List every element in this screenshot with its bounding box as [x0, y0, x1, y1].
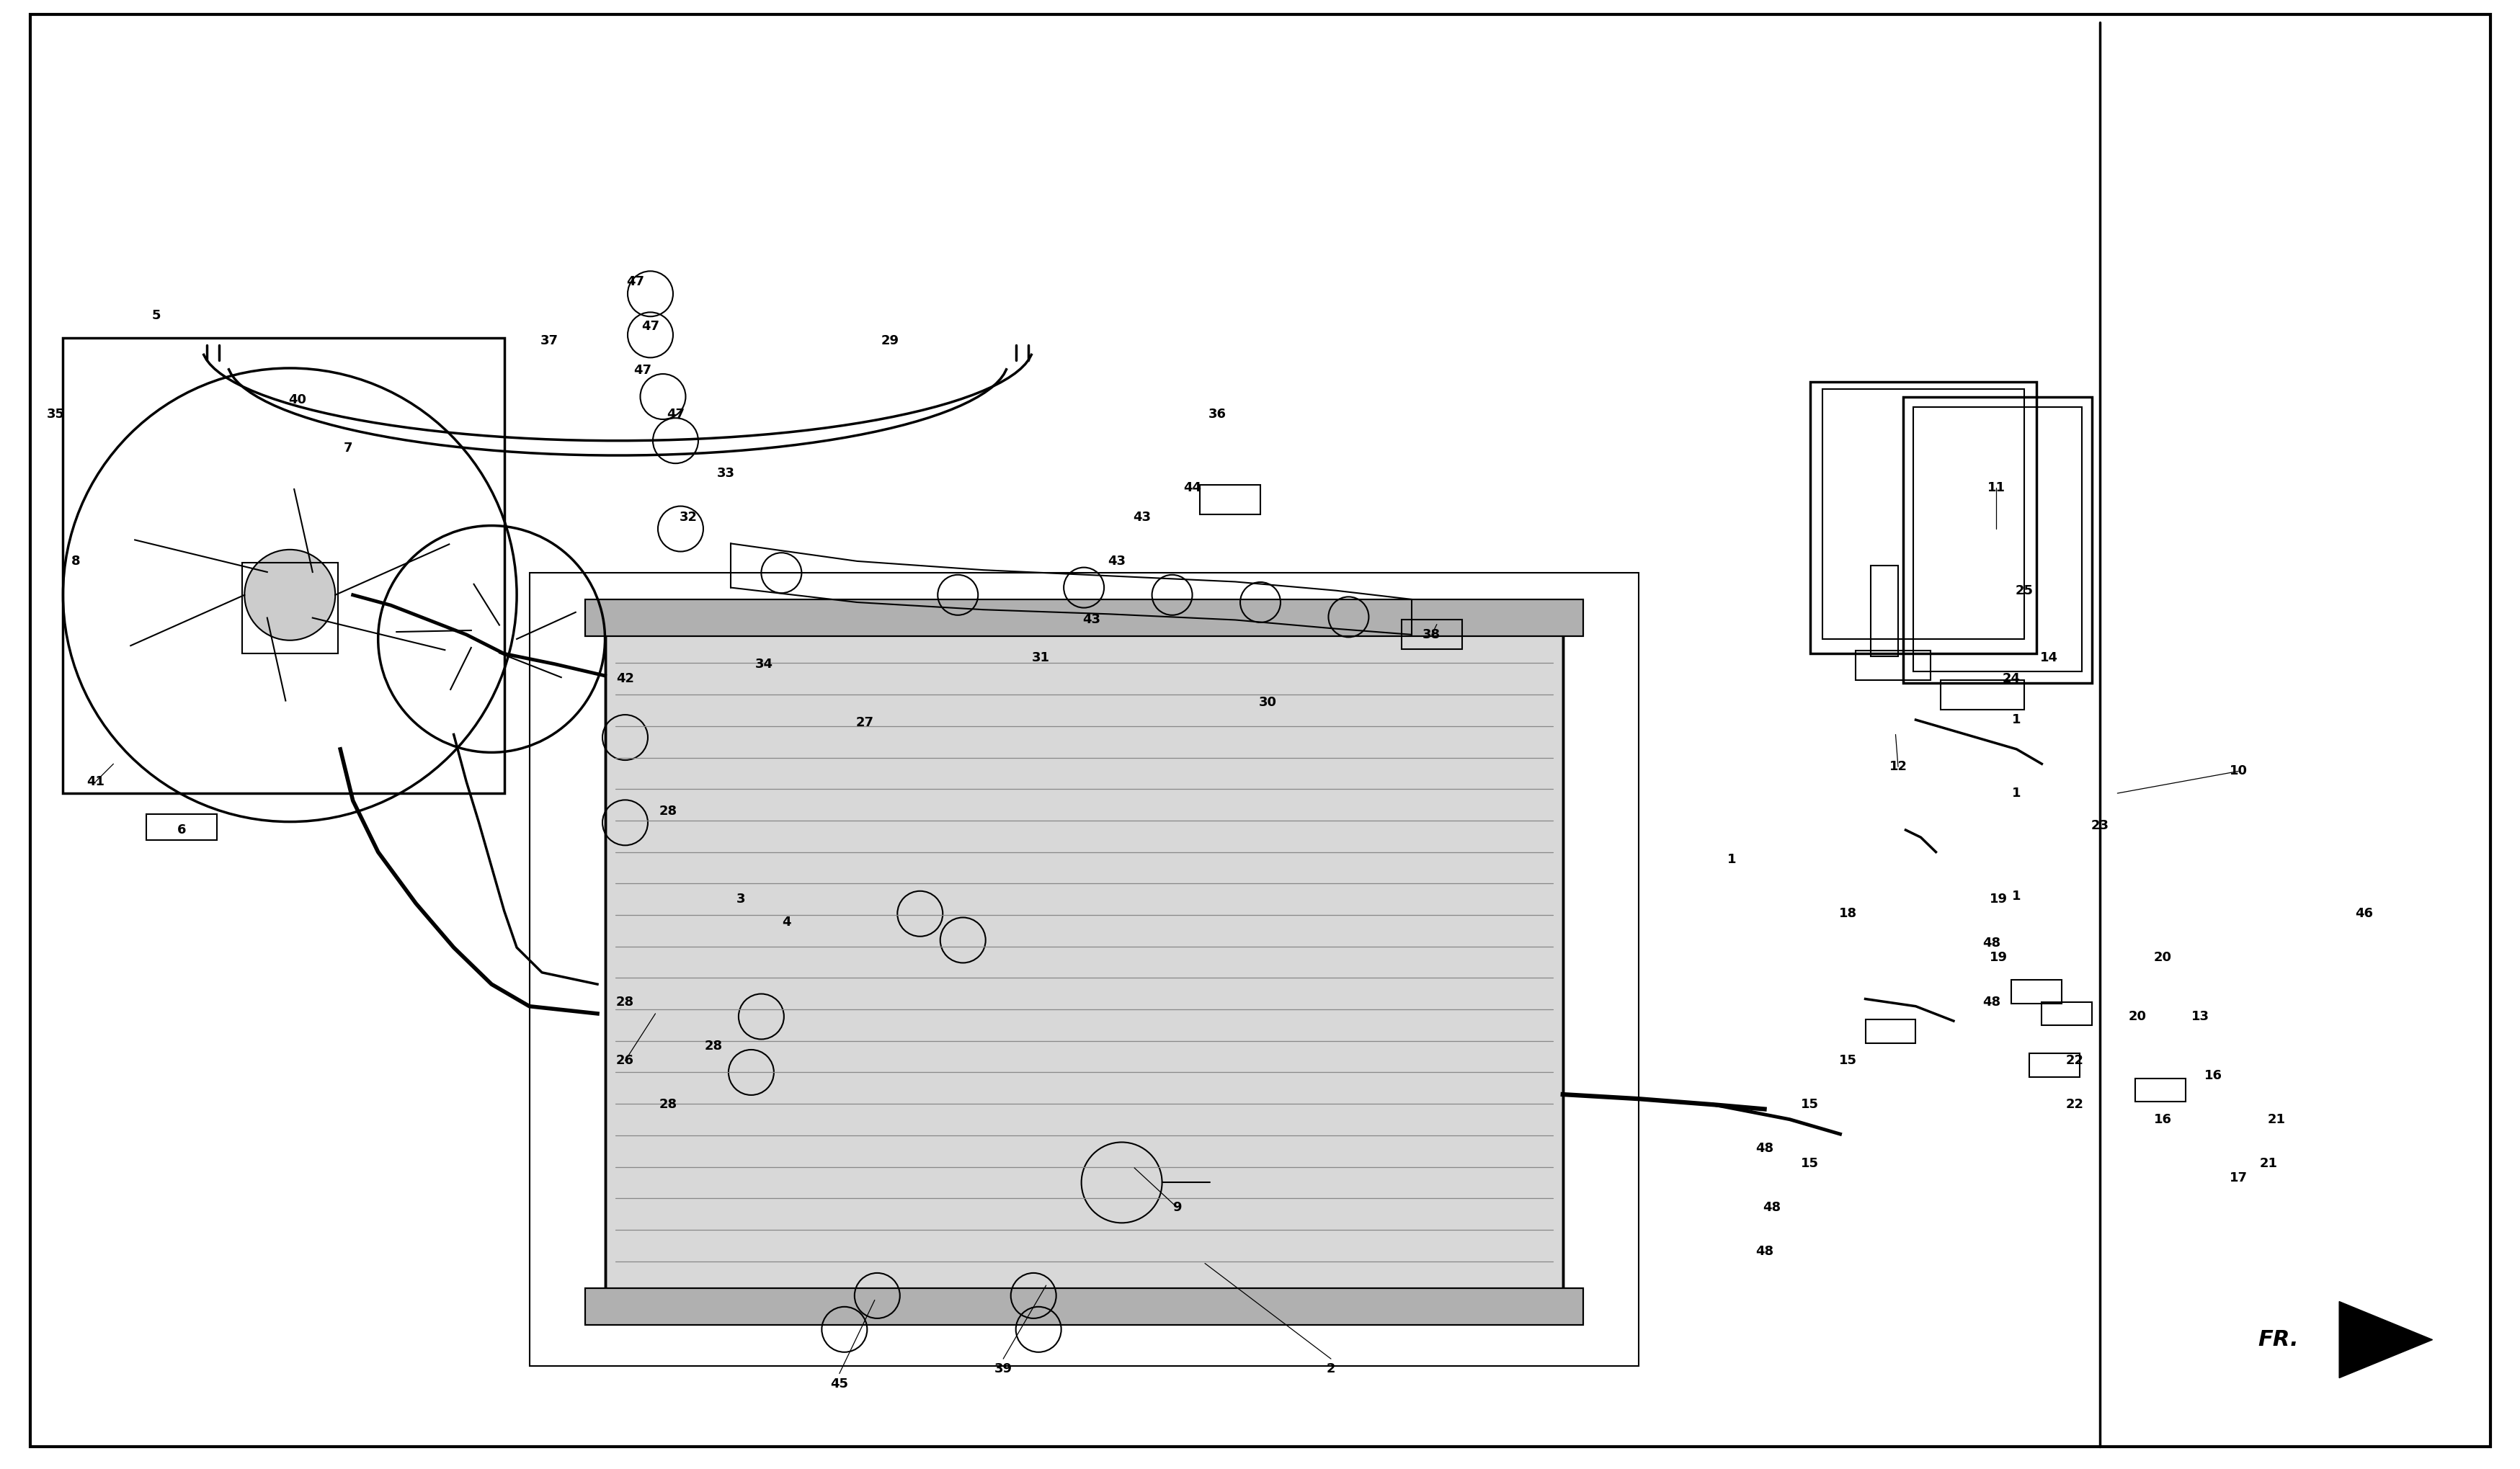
Text: 29: 29 — [879, 335, 900, 347]
Text: 18: 18 — [1837, 908, 1857, 920]
Text: 15: 15 — [1799, 1099, 1819, 1111]
Text: 1: 1 — [2011, 714, 2021, 726]
Text: 48: 48 — [1754, 1246, 1774, 1257]
Text: 24: 24 — [2001, 673, 2021, 685]
Text: 45: 45 — [829, 1378, 849, 1390]
Bar — [529, 573, 1638, 1366]
Bar — [585, 1288, 1583, 1325]
Text: 11: 11 — [1986, 482, 2006, 494]
Text: 17: 17 — [2228, 1172, 2248, 1184]
Bar — [1809, 382, 2036, 654]
Text: 28: 28 — [658, 805, 678, 817]
Text: 15: 15 — [1837, 1055, 1857, 1066]
Text: 34: 34 — [753, 658, 774, 670]
Text: 15: 15 — [1799, 1158, 1819, 1169]
Text: 43: 43 — [1106, 555, 1126, 567]
Text: 31: 31 — [1031, 652, 1051, 664]
Bar — [2134, 1078, 2185, 1102]
Bar — [1822, 389, 2024, 639]
Polygon shape — [2339, 1302, 2432, 1378]
Text: 23: 23 — [2089, 820, 2109, 831]
Bar — [1870, 566, 1898, 657]
Text: FR.: FR. — [2258, 1329, 2298, 1350]
Bar — [2041, 1002, 2092, 1025]
Text: 16: 16 — [2202, 1069, 2223, 1081]
Text: 1: 1 — [1726, 853, 1736, 865]
Text: 9: 9 — [1172, 1202, 1182, 1213]
Text: 10: 10 — [2228, 765, 2248, 777]
Text: 19: 19 — [1988, 952, 2008, 964]
Text: 21: 21 — [2265, 1114, 2286, 1125]
Text: 22: 22 — [2064, 1099, 2084, 1111]
Bar — [585, 599, 1583, 636]
Text: 1: 1 — [2011, 890, 2021, 902]
Text: 28: 28 — [615, 996, 635, 1008]
Text: 47: 47 — [640, 320, 660, 332]
Bar — [605, 632, 1562, 1293]
Text: 42: 42 — [615, 673, 635, 685]
Text: 22: 22 — [2064, 1055, 2084, 1066]
Text: 1: 1 — [2011, 787, 2021, 799]
Bar — [1903, 397, 2092, 683]
Bar — [242, 563, 338, 654]
Text: 3: 3 — [736, 893, 746, 905]
Text: 28: 28 — [658, 1099, 678, 1111]
Bar — [1865, 1019, 1915, 1043]
Bar — [2011, 980, 2061, 1003]
Bar — [585, 599, 1583, 636]
Bar — [1913, 407, 2082, 671]
Text: 32: 32 — [678, 511, 698, 523]
Text: 43: 43 — [1131, 511, 1152, 523]
Text: 35: 35 — [45, 408, 66, 420]
Bar — [1940, 680, 2024, 710]
Text: 47: 47 — [633, 364, 653, 376]
Text: 21: 21 — [2258, 1158, 2278, 1169]
Text: 48: 48 — [1981, 996, 2001, 1008]
Text: 44: 44 — [1182, 482, 1202, 494]
Text: 36: 36 — [1207, 408, 1227, 420]
Text: 46: 46 — [2354, 908, 2374, 920]
Text: 43: 43 — [1081, 614, 1101, 626]
Text: 47: 47 — [665, 408, 685, 420]
Bar — [1200, 485, 1260, 514]
Text: 14: 14 — [2039, 652, 2059, 664]
Text: 19: 19 — [1988, 893, 2008, 905]
Text: 5: 5 — [151, 310, 161, 322]
Text: 8: 8 — [71, 555, 81, 567]
Text: 13: 13 — [2190, 1011, 2210, 1022]
Text: 12: 12 — [1887, 761, 1908, 773]
Bar — [2029, 1053, 2079, 1077]
Text: 41: 41 — [86, 776, 106, 787]
Bar — [63, 338, 504, 793]
Text: 38: 38 — [1421, 629, 1441, 640]
Text: 4: 4 — [781, 917, 791, 928]
Text: 28: 28 — [703, 1040, 723, 1052]
Text: 6: 6 — [176, 824, 186, 836]
Bar — [585, 1288, 1583, 1325]
Text: 20: 20 — [2152, 952, 2172, 964]
Text: 16: 16 — [2152, 1114, 2172, 1125]
Text: 47: 47 — [625, 276, 645, 288]
Text: 2: 2 — [1326, 1363, 1336, 1375]
Text: 48: 48 — [1981, 937, 2001, 949]
Text: 27: 27 — [854, 717, 874, 729]
Text: 26: 26 — [615, 1055, 635, 1066]
Bar — [146, 814, 217, 840]
Bar — [1855, 651, 1930, 680]
Text: 37: 37 — [539, 335, 559, 347]
Text: 33: 33 — [716, 467, 736, 479]
Text: 48: 48 — [1761, 1202, 1782, 1213]
Text: 39: 39 — [993, 1363, 1013, 1375]
Bar — [605, 632, 1562, 1293]
Bar — [1401, 620, 1462, 649]
Text: 20: 20 — [2127, 1011, 2147, 1022]
Text: 48: 48 — [1754, 1143, 1774, 1155]
Text: 40: 40 — [287, 394, 307, 405]
Text: 30: 30 — [1257, 696, 1278, 708]
Circle shape — [244, 549, 335, 640]
Text: 7: 7 — [343, 442, 353, 454]
Text: 25: 25 — [2013, 585, 2034, 596]
